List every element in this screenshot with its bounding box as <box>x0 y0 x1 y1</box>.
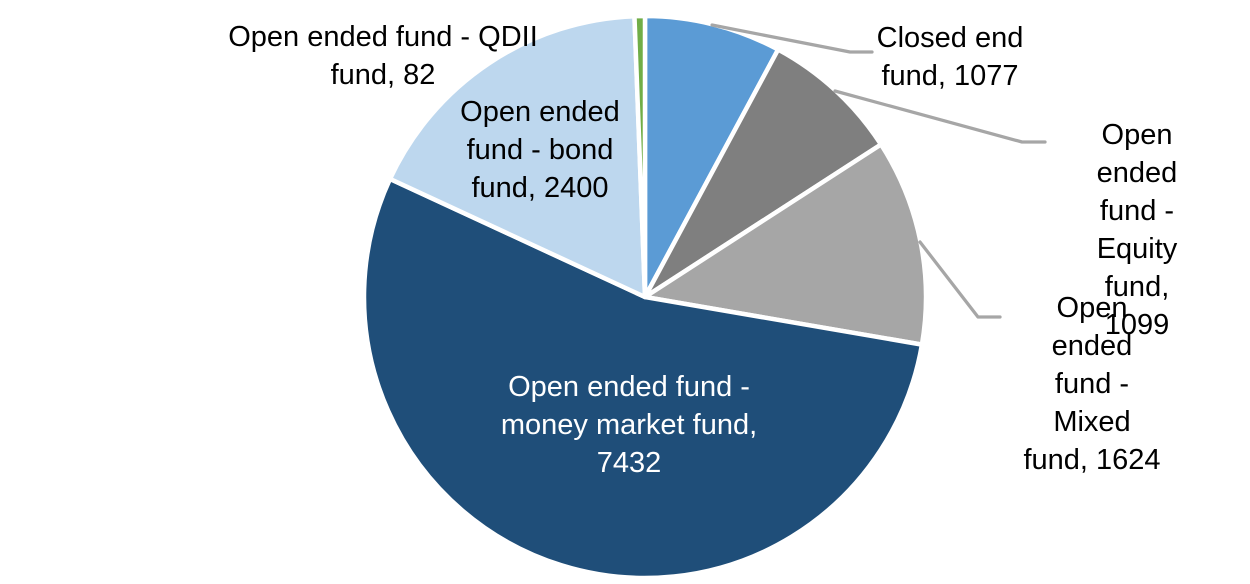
pie-slice-3 <box>361 176 925 581</box>
leader-line-1 <box>833 89 1047 144</box>
pie-slice-5 <box>632 13 648 300</box>
leader-line-0 <box>710 23 874 54</box>
leader-line-2 <box>918 240 1002 319</box>
pie-slice-4 <box>387 13 648 300</box>
